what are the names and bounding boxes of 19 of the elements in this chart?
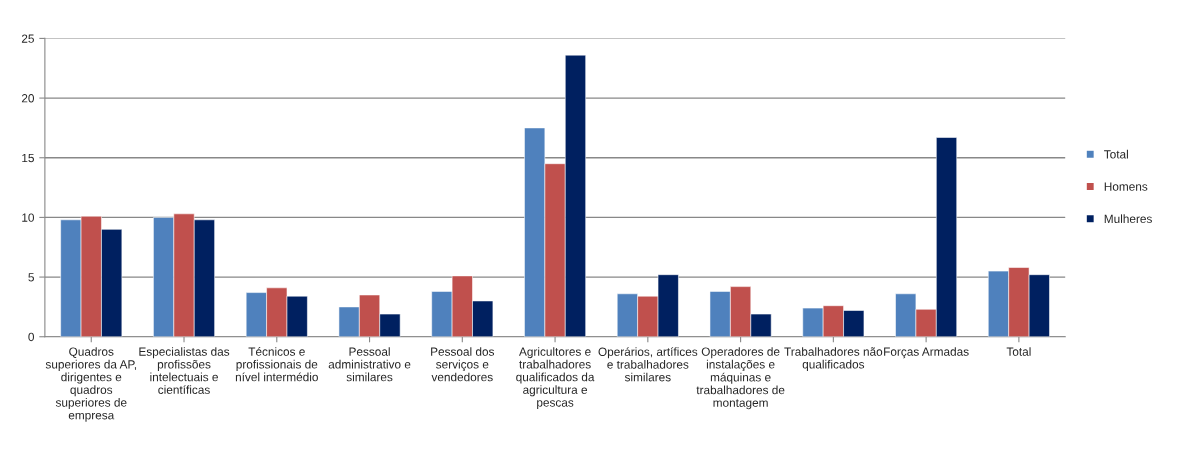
x-tick-label: Especialistas das profissões intelectuais e científicas — [139, 347, 230, 394]
x-tick-label: Trabalhadores não qualificados — [784, 347, 883, 371]
x-tick-label: Técnicos e profissionais de nível intermédio — [235, 347, 318, 382]
x-tick-label: Forças Armadas — [884, 347, 969, 359]
x-tick-label: Quadros superiores da AP, dirigentes e quadros superiores de empresa — [45, 347, 137, 422]
legend-label: Homens — [1104, 182, 1148, 191]
y-tick-label: 20 — [21, 94, 34, 103]
x-tick-label: Pessoal dos serviços e vendedores — [431, 347, 495, 382]
x-tick-label: Total — [1006, 347, 1031, 356]
x-tick-label: Pessoal administrativo e similares — [328, 347, 411, 382]
x-tick-label: Operadores de instalações e máquinas e trabalhadores de montagem — [696, 347, 785, 410]
legend-label: Mulheres — [1104, 214, 1152, 223]
y-tick-label: 5 — [28, 273, 34, 282]
legend-label: Total — [1104, 149, 1128, 159]
x-tick-label: Agricultores e trabalhadores qualificados da agricultura e pescas — [516, 347, 595, 410]
y-tick-label: 0 — [28, 332, 34, 342]
y-tick-label: 10 — [22, 213, 34, 222]
y-tick-label: 15 — [22, 153, 34, 163]
y-tick-label: 25 — [21, 34, 34, 43]
